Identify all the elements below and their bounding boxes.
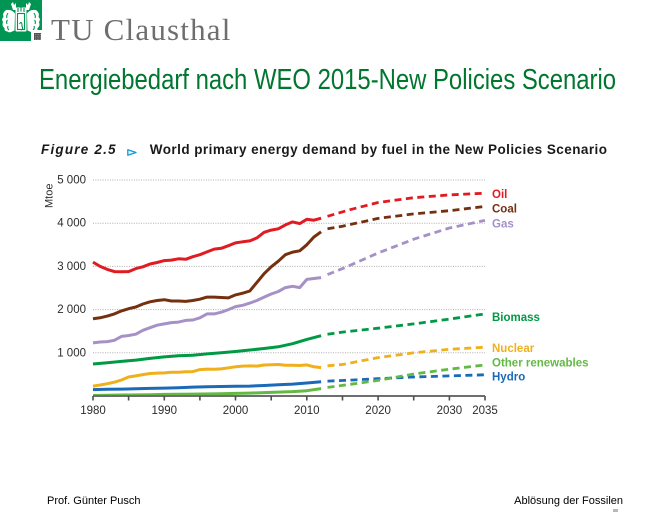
svg-text:Nuclear: Nuclear — [492, 343, 535, 355]
svg-text:Coal: Coal — [492, 204, 517, 216]
svg-text:2030: 2030 — [437, 405, 463, 417]
svg-text:2035: 2035 — [472, 405, 498, 417]
svg-text:Biomass: Biomass — [492, 312, 540, 324]
svg-text:Hydro: Hydro — [492, 371, 525, 383]
svg-text:2000: 2000 — [223, 405, 249, 417]
svg-text:3 000: 3 000 — [57, 261, 86, 273]
svg-text:Oil: Oil — [492, 189, 507, 201]
svg-text:Gas: Gas — [492, 218, 514, 230]
svg-text:1980: 1980 — [80, 405, 106, 417]
svg-text:4 000: 4 000 — [57, 218, 86, 230]
svg-text:Other renewables: Other renewables — [492, 357, 589, 369]
svg-text:Mtoe: Mtoe — [44, 184, 56, 208]
svg-text:1 000: 1 000 — [57, 347, 86, 359]
svg-text:2020: 2020 — [365, 405, 391, 417]
svg-text:2010: 2010 — [294, 405, 320, 417]
svg-text:1990: 1990 — [152, 405, 178, 417]
svg-text:5 000: 5 000 — [57, 175, 86, 187]
svg-text:2 000: 2 000 — [57, 304, 86, 316]
